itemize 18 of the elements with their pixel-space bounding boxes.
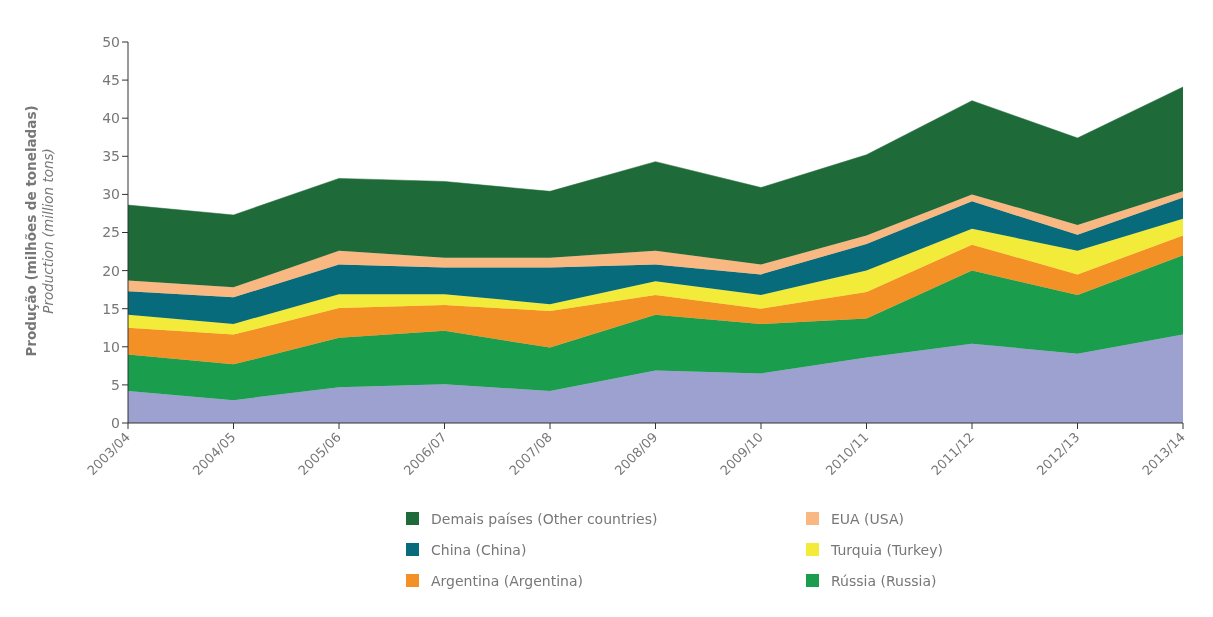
legend-label: China (China)	[431, 541, 527, 558]
y-tick-label: 30	[102, 186, 120, 203]
y-tick-label: 0	[111, 414, 120, 431]
y-tick-label: 50	[102, 33, 120, 50]
y-tick-label: 40	[102, 110, 120, 127]
legend-label: Demais países (Other countries)	[431, 510, 658, 527]
legend-label: Turquia (Turkey)	[831, 541, 943, 558]
y-tick-label: 25	[102, 224, 120, 241]
y-tick-label: 45	[102, 72, 120, 89]
y-tick-label: 5	[111, 376, 120, 393]
y-tick-label: 20	[102, 262, 120, 279]
y-axis-title: Produção (milhões de toneladas) Production (million tons)	[23, 104, 57, 357]
legend-label: Rússia (Russia)	[831, 572, 937, 589]
legend-label: Argentina (Argentina)	[431, 572, 583, 589]
y-tick-label: 35	[102, 148, 120, 165]
y-tick-label: 10	[102, 338, 120, 355]
legend-label: EUA (USA)	[831, 510, 905, 527]
y-tick-label: 15	[102, 300, 120, 317]
